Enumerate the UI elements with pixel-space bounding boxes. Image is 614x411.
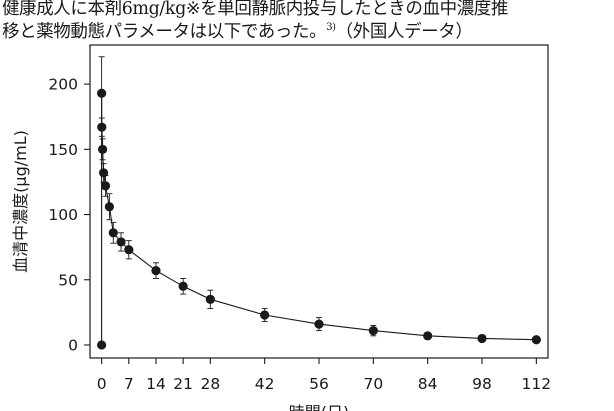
data-point: [260, 310, 270, 320]
data-point: [531, 335, 541, 345]
data-point: [368, 326, 378, 336]
data-point: [97, 88, 107, 98]
data-point: [477, 333, 487, 344]
y-tick-label: 150: [48, 141, 78, 159]
data-point: [108, 228, 118, 238]
data-point: [97, 340, 107, 350]
data-point: [423, 331, 433, 341]
y-axis: 0 50 100 150 200: [48, 76, 90, 354]
x-tick-label: 56: [309, 375, 329, 393]
x-tick-label: 70: [363, 375, 383, 393]
data-point: [104, 202, 115, 212]
series-layer: [97, 56, 541, 350]
data-point: [151, 266, 161, 276]
data-point: [314, 319, 324, 329]
x-axis: 0 7 14 21 28 42 56 70 84 98 112: [97, 358, 551, 393]
reference-mark: 3): [326, 22, 336, 34]
data-point: [97, 122, 107, 132]
x-tick-label: 28: [200, 375, 220, 393]
data-point: [124, 245, 134, 255]
x-tick-label: 42: [255, 375, 275, 393]
x-tick-label: 84: [418, 375, 438, 393]
data-point: [100, 181, 111, 191]
data-point: [178, 281, 188, 291]
x-tick-label: 112: [522, 375, 552, 393]
y-tick-label: 50: [58, 271, 78, 289]
caption-line-2-text: 移と薬物動態パラメータは以下であった。: [2, 22, 327, 42]
data-point: [116, 237, 126, 247]
x-tick-label: 21: [173, 375, 193, 393]
x-tick-label: 0: [97, 375, 107, 393]
y-tick-label: 0: [68, 336, 78, 354]
y-tick-label: 100: [48, 206, 78, 224]
y-tick-label: 200: [48, 76, 78, 94]
x-tick-label: 98: [472, 375, 492, 393]
x-tick-label: 14: [146, 375, 166, 393]
caption-line-2-note: （外国人データ）: [335, 22, 473, 42]
x-tick-label: 7: [124, 375, 134, 393]
y-axis-title: 血清中濃度(μg/mL): [11, 130, 30, 273]
plot-frame: [89, 44, 549, 359]
data-point: [98, 168, 109, 178]
caption-line-2: 移と薬物動態パラメータは以下であった。3)（外国人データ）: [2, 21, 473, 44]
data-point: [205, 294, 215, 304]
caption-line-1: 健康成人に本剤6mg/kg※を単回静脈内投与したときの血中濃度推: [2, 0, 508, 19]
x-axis-title: 時間(日): [289, 403, 350, 411]
data-point: [98, 144, 108, 154]
series-line: [101, 93, 537, 345]
